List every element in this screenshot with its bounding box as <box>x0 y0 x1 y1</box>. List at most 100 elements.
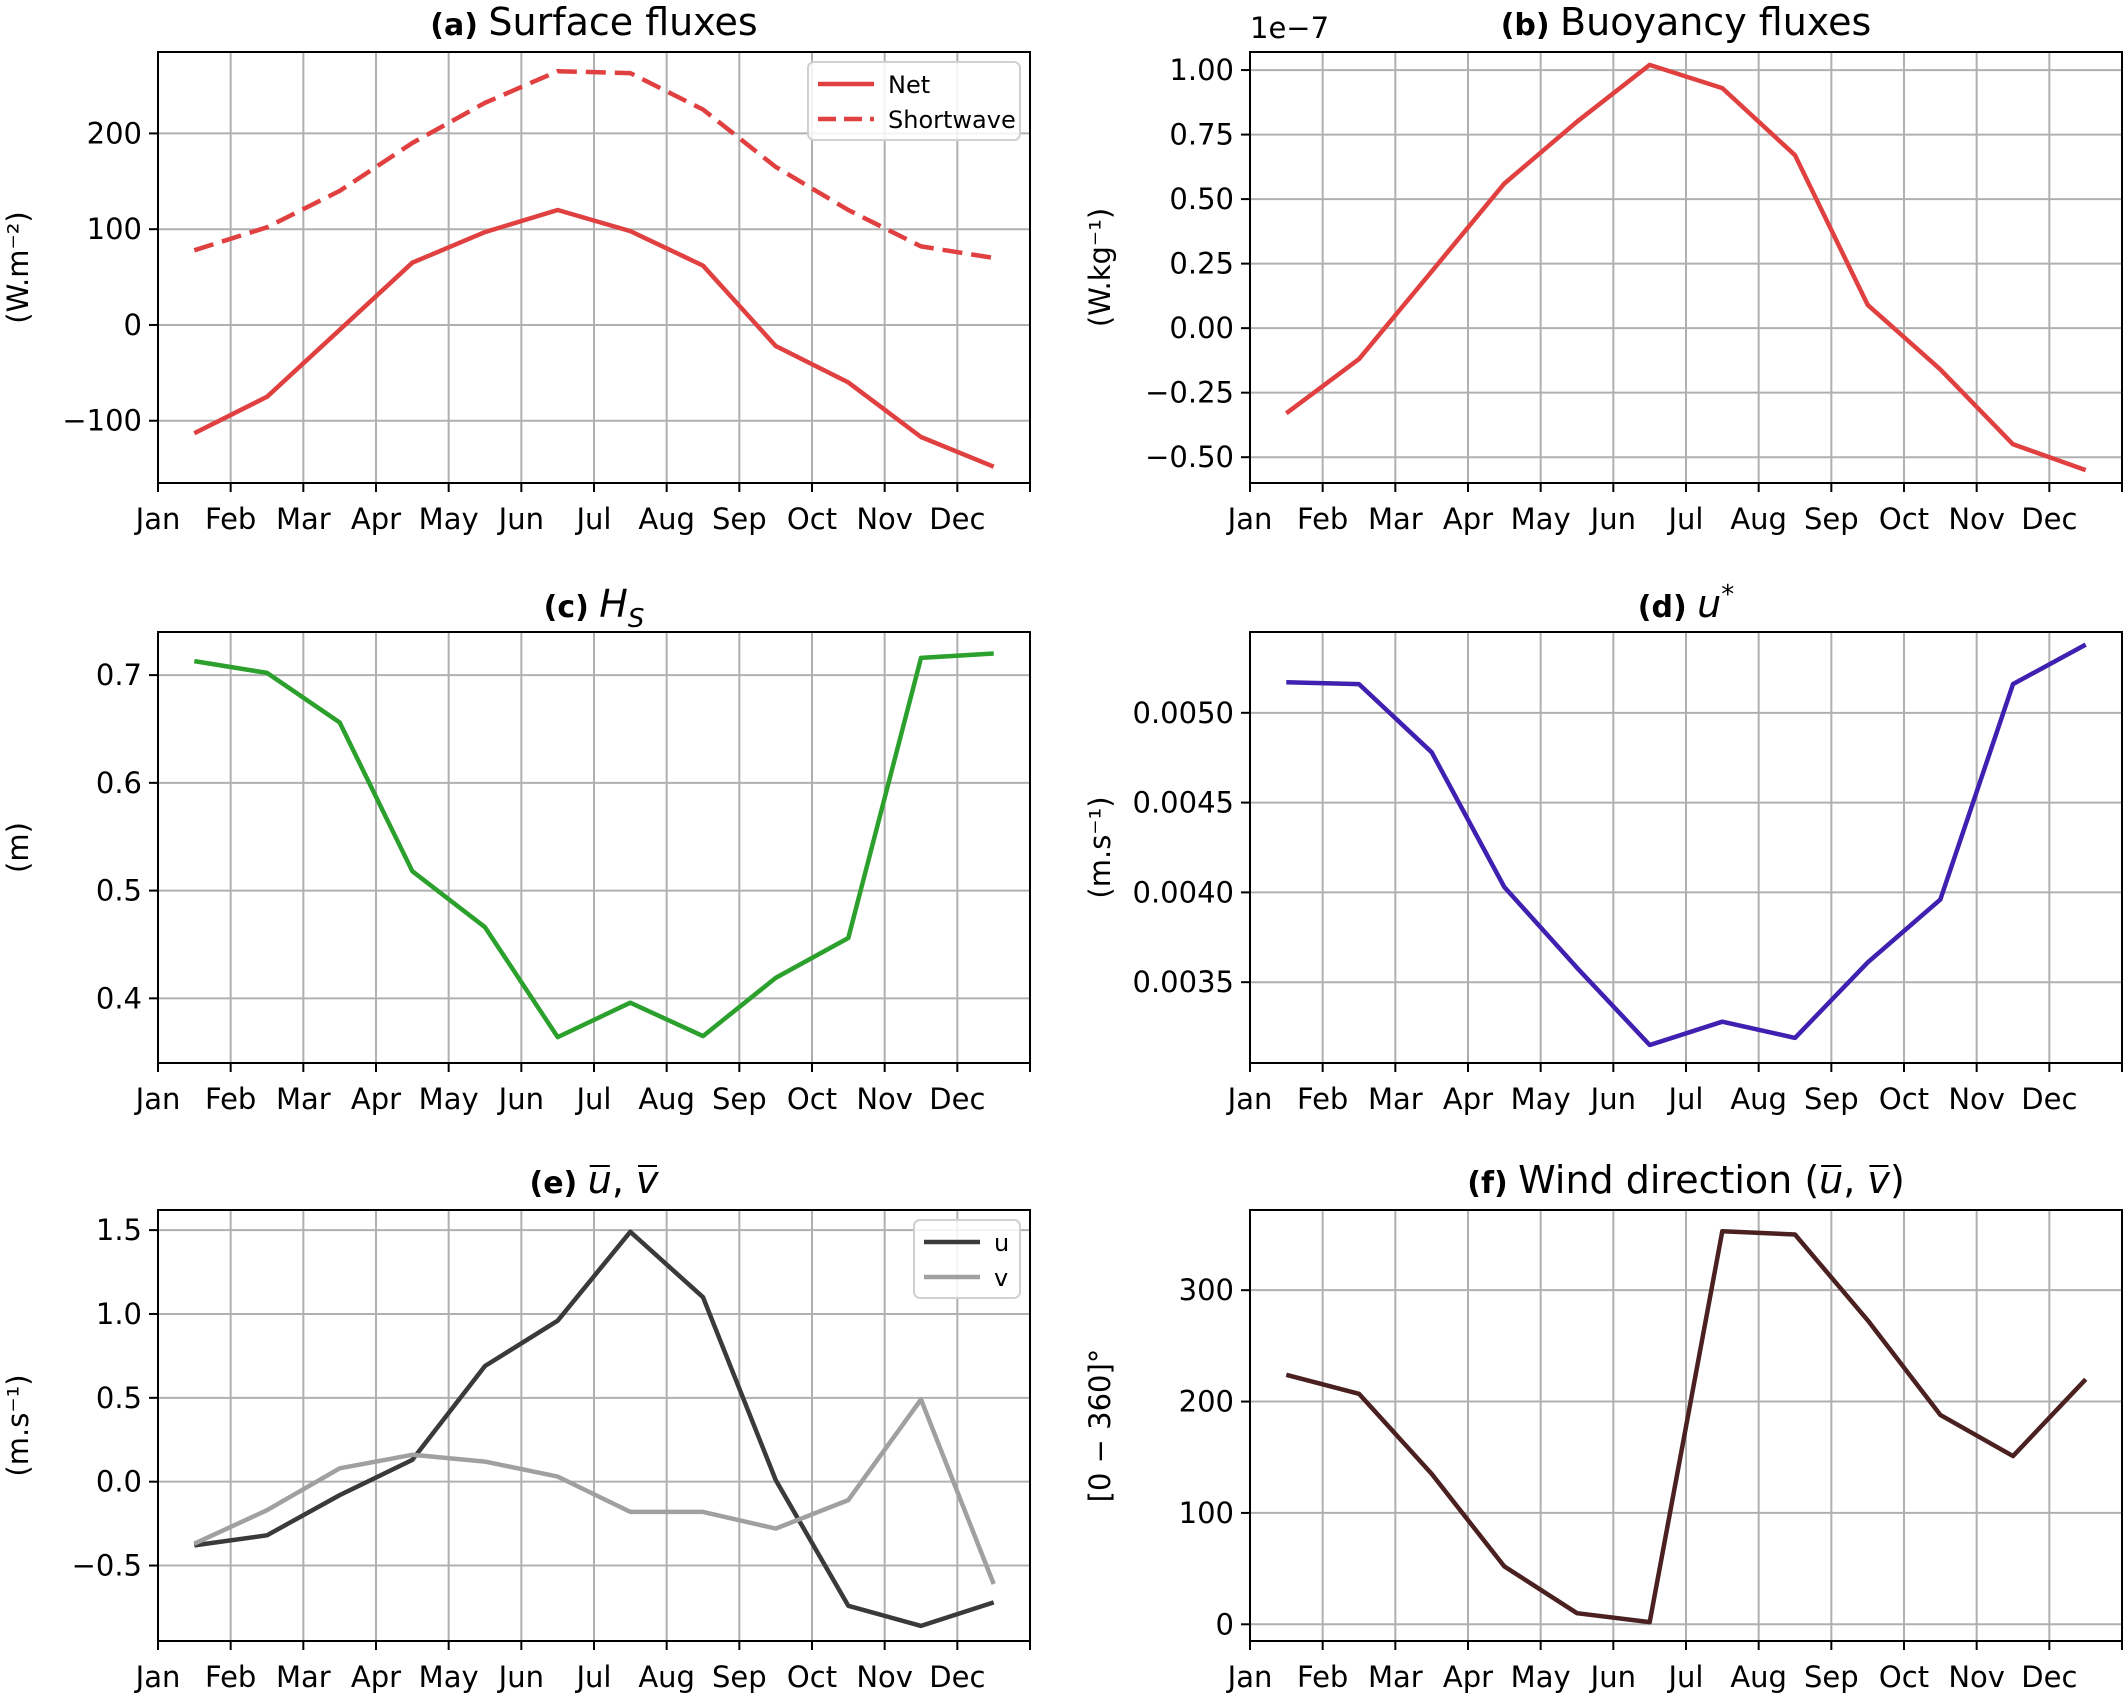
y-tick-label: 0.00 <box>1169 311 1234 345</box>
plot-frame <box>1249 51 2123 484</box>
y-tick-label: 0.0045 <box>1133 786 1234 820</box>
panel-title: (d) u* <box>1638 580 1734 626</box>
x-tick-label: Jun <box>497 1660 544 1694</box>
y-tick-label: 0.0050 <box>1133 696 1234 730</box>
x-tick-label: Feb <box>205 502 256 536</box>
panel-title: (b) Buoyancy fluxes <box>1501 0 1872 44</box>
x-tick-label: Jan <box>134 1082 181 1116</box>
panel-title: (e) u, v <box>530 1158 659 1202</box>
x-tick-label: Mar <box>276 1660 331 1694</box>
y-tick-label: 0.25 <box>1169 247 1234 281</box>
y-tick-label: 0.75 <box>1169 118 1234 152</box>
panel-title: (a) Surface fluxes <box>430 0 757 44</box>
y-tick-label: 300 <box>1179 1273 1234 1307</box>
x-tick-label: Apr <box>1443 1082 1493 1116</box>
y-axis-label: (W.kg⁻¹) <box>1083 208 1117 327</box>
x-tick-label: Sep <box>712 1082 767 1116</box>
x-tick-label: Jan <box>134 502 181 536</box>
x-tick-label: Nov <box>856 502 913 536</box>
series-line-v <box>193 1397 996 1585</box>
y-tick-label: 1.0 <box>96 1297 142 1331</box>
legend-label: Shortwave <box>888 106 1016 134</box>
x-tick-label: Aug <box>1730 1082 1787 1116</box>
x-tick-label: Feb <box>1297 1660 1348 1694</box>
plot-frame <box>157 631 1031 1064</box>
x-tick-label: Dec <box>2021 502 2077 536</box>
plot-frame <box>157 51 1031 484</box>
x-tick-label: Jun <box>1589 1660 1636 1694</box>
x-tick-label: Sep <box>712 1660 767 1694</box>
x-tick-label: Aug <box>1730 1660 1787 1694</box>
x-tick-label: Mar <box>1368 1660 1423 1694</box>
legend: Net Shortwave <box>807 61 1021 141</box>
x-tick-label: Jan <box>1226 1660 1273 1694</box>
x-tick-label: May <box>1511 502 1571 536</box>
x-tick-label: Jun <box>1589 1082 1636 1116</box>
plot-frame <box>1249 631 2123 1064</box>
y-tick-label: 100 <box>87 212 142 246</box>
x-tick-label: Aug <box>638 1082 695 1116</box>
x-tick-label: Jul <box>1667 1660 1704 1694</box>
y-tick-label: −0.5 <box>72 1549 142 1583</box>
x-tick-label: Jan <box>134 1660 181 1694</box>
x-tick-label: Feb <box>1297 502 1348 536</box>
panel-e: Jan Feb Mar Apr May Jun Jul Aug Sep Oct Nov Dec −0.5… <box>1 1158 1031 1694</box>
y-tick-label: 100 <box>1179 1496 1234 1530</box>
x-tick-label: Jul <box>575 502 612 536</box>
x-tick-label: Jul <box>575 1660 612 1694</box>
panel-d: Jan Feb Mar Apr May Jun Jul Aug Sep Oct Nov Dec 0.00… <box>1083 580 2123 1116</box>
x-tick-label: Jul <box>1667 502 1704 536</box>
x-tick-label: Oct <box>1879 1660 1929 1694</box>
x-tick-label: Dec <box>2021 1660 2077 1694</box>
x-tick-label: Jul <box>1667 1082 1704 1116</box>
x-tick-label: Nov <box>1948 1082 2005 1116</box>
x-tick-label: Mar <box>1368 502 1423 536</box>
y-tick-label: 200 <box>87 116 142 150</box>
series-line-f <box>1285 1228 2088 1625</box>
legend-label: u <box>994 1229 1009 1257</box>
series-line-c <box>193 651 994 1040</box>
y-axis-label: (m.s⁻¹) <box>1 1374 35 1476</box>
y-tick-label: 1.5 <box>96 1213 142 1247</box>
x-tick-label: Sep <box>1804 502 1859 536</box>
y-tick-label: −0.50 <box>1145 440 1234 474</box>
legend: uv <box>913 1219 1021 1299</box>
series-line-shortwave <box>193 68 995 261</box>
y-axis-label: [0 − 360]° <box>1083 1349 1117 1503</box>
y-tick-label: 200 <box>1179 1385 1234 1419</box>
x-tick-label: May <box>1511 1082 1571 1116</box>
x-tick-label: Nov <box>856 1082 913 1116</box>
x-tick-label: Aug <box>1730 502 1787 536</box>
panel-b: Jan Feb Mar Apr May Jun Jul Aug Sep Oct Nov Dec −0.5… <box>1083 0 2123 536</box>
x-tick-label: Apr <box>351 502 401 536</box>
x-tick-label: Jan <box>1226 1082 1273 1116</box>
x-tick-label: Mar <box>1368 1082 1423 1116</box>
y-tick-label: 0.5 <box>96 1381 142 1415</box>
y-tick-label: 1.00 <box>1169 53 1234 87</box>
x-tick-label: Feb <box>205 1082 256 1116</box>
y-tick-label: 0.5 <box>96 874 142 908</box>
legend-label: Net <box>888 71 930 99</box>
y-axis-label: (m) <box>1 822 35 873</box>
x-tick-label: May <box>419 502 479 536</box>
y-tick-label: 0.0 <box>96 1465 142 1499</box>
panel-a: Jan Feb Mar Apr May Jun Jul Aug Sep Oct Nov Dec −100… <box>1 0 1031 536</box>
offset-label: 1e−7 <box>1250 11 1329 45</box>
x-tick-label: Sep <box>1804 1660 1859 1694</box>
x-tick-label: Aug <box>638 502 695 536</box>
x-tick-label: Oct <box>787 1660 837 1694</box>
y-tick-label: 0.0035 <box>1133 965 1234 999</box>
x-tick-label: Mar <box>276 502 331 536</box>
legend-label: v <box>994 1264 1008 1292</box>
panel-title: (f) Wind direction (u, v) <box>1467 1158 1905 1202</box>
y-tick-label: −100 <box>62 404 142 438</box>
x-tick-label: Sep <box>712 502 767 536</box>
panel-c: Jan Feb Mar Apr May Jun Jul Aug Sep Oct Nov Dec 0.4 0… <box>1 582 1031 1116</box>
x-tick-label: Sep <box>1804 1082 1859 1116</box>
y-tick-label: 0 <box>124 308 142 342</box>
panel-f: Jan Feb Mar Apr May Jun Jul Aug Sep Oct Nov Dec 0 100… <box>1083 1158 2123 1694</box>
x-tick-label: Nov <box>1948 1660 2005 1694</box>
panel-title: (c) HS <box>544 582 645 634</box>
x-tick-label: Nov <box>856 1660 913 1694</box>
